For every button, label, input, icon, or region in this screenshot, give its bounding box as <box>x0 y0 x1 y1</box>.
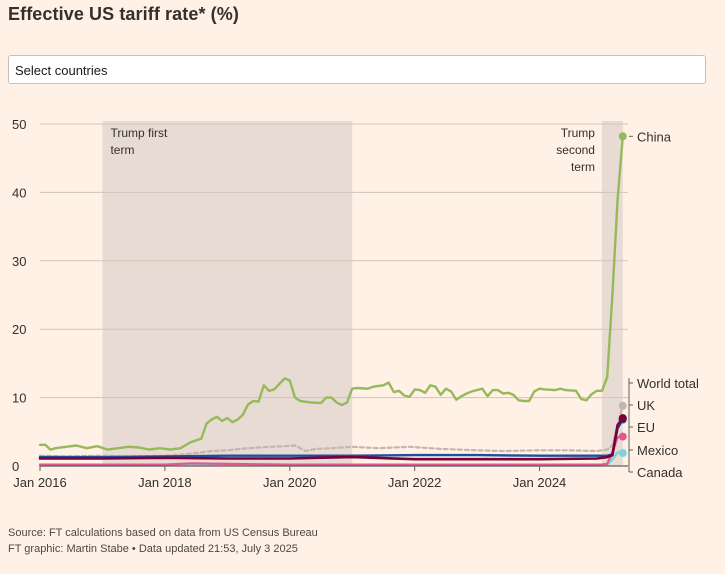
chart-title: Effective US tariff rate* (%) <box>8 4 239 24</box>
series-end-point-china <box>618 132 627 141</box>
series-label-eu: EU <box>637 420 655 435</box>
y-tick-label-10: 10 <box>12 391 26 406</box>
country-selector[interactable]: Select countries <box>8 55 706 84</box>
series-line-world-total <box>38 404 624 458</box>
y-tick-label-50: 50 <box>12 117 26 132</box>
y-tick-label-40: 40 <box>12 185 26 200</box>
source-note: Source: FT calculations based on data fr… <box>8 527 318 539</box>
x-tick-label-2024-01: Jan 2024 <box>513 475 567 490</box>
series-label-world-total: World total <box>637 376 699 391</box>
series-label-uk: UK <box>637 398 655 413</box>
x-tick-label-2020-01: Jan 2020 <box>263 475 317 490</box>
y-tick-label-0: 0 <box>12 459 19 474</box>
series-end-point-world-total <box>618 401 627 410</box>
series-end-point-uk <box>618 414 627 423</box>
second-term-label-line-3: term <box>571 160 595 174</box>
x-tick-label-2016-01: Jan 2016 <box>13 475 67 490</box>
second-term-label-line-2: second <box>556 143 595 157</box>
country-selector-placeholder: Select countries <box>15 63 108 78</box>
y-tick-label-20: 20 <box>12 322 26 337</box>
graphic-credit: FT graphic: Martin Stabe • Data updated … <box>8 543 298 555</box>
series-label-mexico: Mexico <box>637 443 678 458</box>
first-term-label-line-1: Trump first <box>110 126 168 140</box>
series-end-point-mexico <box>618 432 627 441</box>
y-tick-label-30: 30 <box>12 254 26 269</box>
series-label-china: China <box>637 129 672 144</box>
first-term-label-line-2: term <box>110 143 134 157</box>
series-end-point-canada <box>618 449 627 458</box>
x-tick-label-2018-01: Jan 2018 <box>138 475 192 490</box>
second-term-label-line-1: Trump <box>561 126 596 140</box>
x-tick-label-2022-01: Jan 2022 <box>388 475 442 490</box>
shaded-period-first-term <box>102 121 353 466</box>
series-line-china <box>38 135 624 451</box>
series-label-canada: Canada <box>637 465 683 480</box>
series-line-uk <box>38 416 625 461</box>
footer: Source: FT calculations based on data fr… <box>8 525 318 557</box>
